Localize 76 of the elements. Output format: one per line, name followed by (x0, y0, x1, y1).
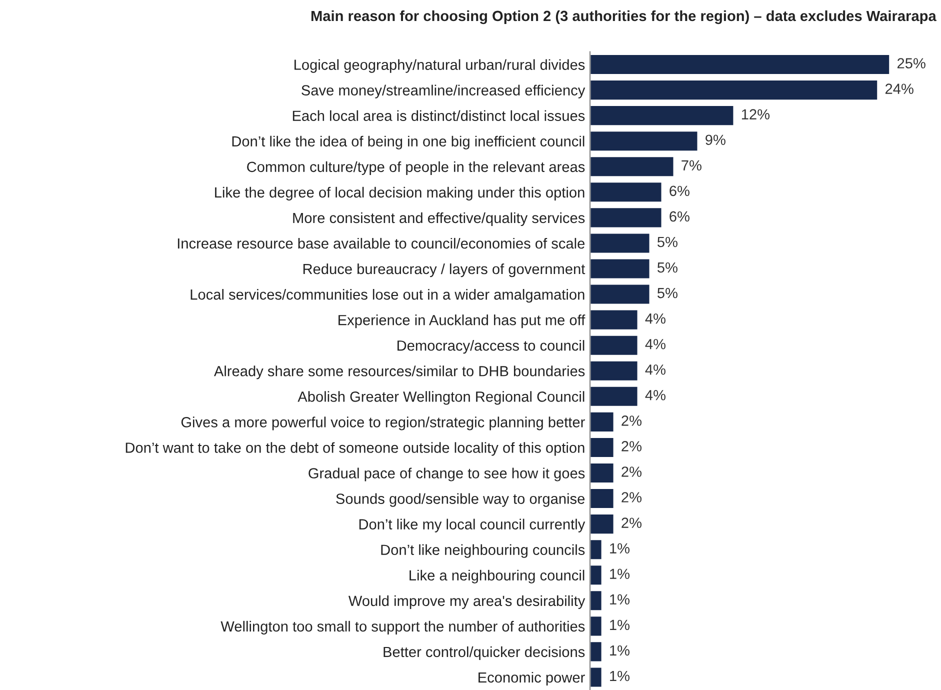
y-tick-label: Local services/communities lose out in a wider amalgamation (190, 289, 584, 303)
bar (590, 334, 639, 356)
data-label: 2% (622, 441, 642, 452)
y-tick-label: Abolish Greater Wellington Regional Council (298, 391, 584, 405)
y-tick-label: Would improve my area's desirability (348, 595, 586, 609)
data-label: 2% (622, 492, 642, 502)
data-label: 4% (645, 338, 666, 350)
y-tick-label: Economic power (478, 672, 585, 686)
y-tick-label: Gives a more powerful voice to region/strategic planning better (181, 416, 585, 430)
y-tick-label: Already share some resources/similar to DHB boundaries (214, 366, 585, 380)
bar (590, 232, 651, 254)
data-label: 24% (885, 84, 914, 94)
bar (590, 590, 603, 612)
y-tick-label: Reduce bureaucracy / layers of government (303, 263, 586, 278)
chart-title: Main reason for choosing Option 2 (3 authorities for the region) – data excludes Wairarapa (311, 10, 936, 24)
data-label: 5% (657, 288, 678, 298)
y-tick-label: Democracy/access to council (398, 340, 584, 354)
bar (590, 462, 615, 484)
data-label: 1% (610, 568, 630, 579)
data-label: 5% (657, 236, 678, 248)
y-tick-label: Don’t like the idea of being in one big inefficient council (232, 136, 584, 150)
data-label: 2% (622, 518, 642, 528)
bar (590, 564, 603, 586)
y-tick-label: Don’t like neighbouring councils (381, 544, 585, 558)
bar (590, 386, 639, 408)
data-label: 1% (610, 543, 630, 554)
y-tick-label: Don’t want to take on the debt of someone outside locality of this option (126, 442, 584, 456)
data-label: 9% (706, 134, 726, 146)
bar (590, 615, 603, 638)
bar (590, 411, 615, 433)
data-label: 2% (622, 416, 642, 426)
bar (590, 308, 639, 331)
y-tick-label: Save money/streamline/increased efficiency (302, 84, 586, 98)
bar (590, 258, 651, 280)
bar (590, 206, 663, 229)
y-tick-label: Better control/quicker decisions (384, 646, 585, 660)
y-tick-label: Experience in Auckland has put me off (338, 314, 586, 328)
bar (590, 79, 878, 101)
bar (590, 513, 615, 535)
data-label: 25% (897, 58, 926, 68)
y-tick-label: Common culture/type of people in the relevant areas (247, 161, 585, 175)
data-label: 12% (742, 109, 770, 120)
bar (590, 488, 615, 510)
y-tick-label: Like the degree of local decision making under this option (215, 186, 584, 200)
data-label: 4% (645, 390, 666, 400)
y-tick-label: More consistent and effective/quality services (293, 212, 585, 226)
data-label: 1% (610, 670, 630, 682)
data-label: 6% (670, 186, 690, 196)
bar (590, 130, 699, 152)
y-tick-label: Like a neighbouring council (410, 570, 584, 584)
y-tick-label: Don’t like my local council currently (359, 518, 586, 532)
bar (590, 640, 603, 663)
bar (590, 181, 663, 204)
bar (590, 360, 639, 382)
bar (590, 283, 651, 306)
bar (590, 538, 603, 560)
y-tick-label: Gradual pace of change to see how it goes (308, 468, 585, 482)
data-label: 2% (622, 466, 642, 477)
y-tick-label: Logical geography/natural urban/rural divides (294, 59, 585, 73)
data-label: 4% (645, 313, 666, 324)
bar (590, 104, 735, 126)
data-label: 1% (610, 594, 630, 605)
bar (590, 156, 675, 178)
y-tick-label: Wellington too small to support the number of authorities (220, 620, 585, 634)
data-label: 4% (645, 364, 666, 375)
data-label: 7% (682, 160, 702, 170)
data-label: 6% (670, 211, 690, 222)
bar (590, 436, 615, 458)
y-tick-label: Sounds good/sensible way to organise (336, 493, 585, 507)
y-tick-label: Each local area is distinct/distinct local issues (292, 110, 585, 122)
bar (590, 666, 603, 688)
data-label: 5% (657, 262, 678, 273)
data-label: 1% (610, 645, 630, 656)
bar (590, 54, 890, 76)
data-label: 1% (610, 620, 630, 630)
y-tick-label: Increase resource base available to council/economies of scale (178, 238, 585, 249)
